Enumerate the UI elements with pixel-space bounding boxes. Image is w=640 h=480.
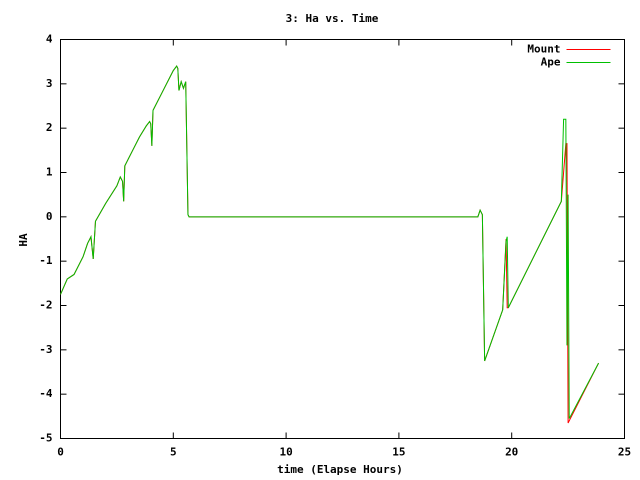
y-axis-label: HA <box>17 233 30 247</box>
x-axis-label: time (Elapse Hours) <box>277 463 403 476</box>
x-tick-label: 0 <box>57 446 64 459</box>
plot-frame <box>60 39 625 439</box>
y-tick-label: -3 <box>39 343 52 356</box>
legend-label: Ape <box>541 56 561 69</box>
x-tick-label: 15 <box>392 446 405 459</box>
legend-label: Mount <box>527 43 560 56</box>
series-line <box>60 65 600 424</box>
y-tick-label: 1 <box>46 166 53 179</box>
series-line <box>60 65 600 419</box>
y-tick-label: 2 <box>46 121 53 134</box>
y-tick-label: -4 <box>39 387 53 400</box>
y-tick-label: 4 <box>46 33 53 46</box>
x-tick-label: 5 <box>170 446 177 459</box>
chart-title: 3: Ha vs. Time <box>286 12 379 25</box>
y-tick-label: -2 <box>39 299 52 312</box>
y-tick-label: -5 <box>39 432 52 445</box>
x-tick-label: 10 <box>279 446 292 459</box>
y-tick-label: 3 <box>46 77 53 90</box>
y-tick-label: -1 <box>39 254 53 267</box>
x-tick-label: 25 <box>618 446 631 459</box>
y-tick-label: 0 <box>46 210 53 223</box>
x-tick-label: 20 <box>505 446 518 459</box>
